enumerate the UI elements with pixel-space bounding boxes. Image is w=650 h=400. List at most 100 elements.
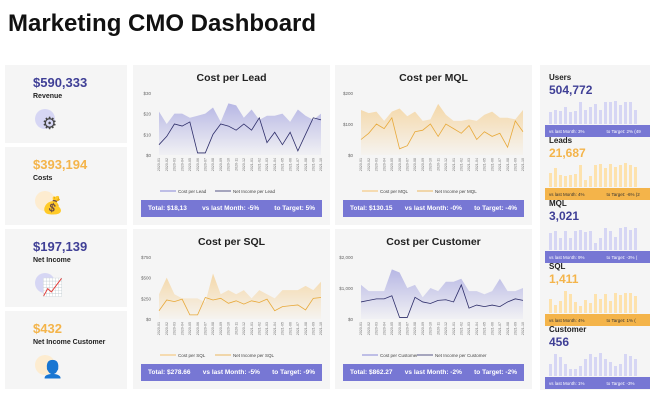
chart-plot: $0 $10 $20 $30 2020-01 2020-02 2020-03 2020-04 2… (143, 91, 323, 194)
mini-bar (624, 102, 627, 124)
mini-bar (634, 166, 637, 187)
x-tick-label: 2021-02 (459, 322, 463, 335)
mini-bar (569, 112, 572, 124)
chart-card-cost-per-mql: Cost per MQL Total: $130.15 vs last Mont… (335, 65, 532, 225)
x-tick-label: 2021-06 (490, 322, 494, 335)
summary-banner: Total: $130.15 vs last Month: -0% to Tar… (343, 200, 524, 217)
mini-bar (574, 368, 577, 376)
revenue-gear-chart-icon: ⚙ (42, 114, 58, 133)
x-tick-label: 2021-09 (311, 158, 315, 171)
x-tick-label: 2021-02 (459, 158, 463, 171)
mini-bar (549, 112, 552, 124)
x-tick-label: 2021-06 (490, 158, 494, 171)
x-tick-label: 2021-07 (498, 158, 502, 171)
mini-bar (614, 236, 617, 250)
x-tick-label: 2021-09 (311, 322, 315, 335)
mini-bar (569, 238, 572, 250)
x-tick-label: 2020-04 (382, 158, 386, 171)
kpi-label: Costs (33, 175, 53, 182)
kpi-label: Revenue (33, 93, 63, 100)
x-tick-label: 2021-05 (483, 322, 487, 335)
mini-bar (589, 354, 592, 376)
x-tick-label: 2020-03 (375, 322, 379, 335)
funnel-metric-customer: Customer 456 vs last Month: 1% to Target… (545, 322, 650, 389)
x-tick-label: 2020-09 (421, 158, 425, 171)
metric-banner: vs last Month: 3% to Target: 2% (49 (545, 125, 650, 137)
mini-bar (619, 364, 622, 376)
y-tick-label: $30 (143, 91, 151, 96)
mini-bar (619, 228, 622, 250)
x-tick-label: 2020-09 (219, 158, 223, 171)
y-tick-label: $1,000 (339, 286, 353, 291)
mini-bar (574, 173, 577, 187)
metric-to-target: to Target: -3% (606, 380, 635, 386)
metric-vs-last-month: vs last Month: 1% (549, 380, 585, 386)
summary-to-target: to Target: -4% (474, 205, 517, 212)
metric-vs-last-month: vs last Month: 4% (549, 191, 585, 197)
chart-card-cost-per-sql: Cost per SQL Total: $278.66 vs last Mont… (133, 229, 330, 389)
x-tick-label: 2021-01 (452, 322, 456, 335)
mini-bar (604, 167, 607, 187)
mini-bar (589, 107, 592, 124)
legend-label: Cost per Customer (380, 353, 418, 358)
chart-plot: $0 $100 $200 2020-01 2020-02 2020-03 2020-04 20… (343, 91, 525, 194)
mini-bar (614, 101, 617, 124)
summary-total: Total: $130.15 (350, 205, 393, 212)
kpi-card-revenue: $590,333 Revenue ⚙ (5, 65, 127, 143)
mini-bar (569, 293, 572, 313)
funnel-metric-users: Users 504,772 vs last Month: 3% to Targe… (545, 70, 650, 137)
mini-bar (554, 109, 557, 124)
mini-bar (579, 229, 582, 250)
x-tick-label: 2021-07 (296, 322, 300, 335)
x-tick-label: 2020-06 (196, 158, 200, 171)
x-tick-label: 2020-02 (367, 158, 371, 171)
x-tick-label: 2021-05 (483, 158, 487, 171)
money-bag-calculator-icon: 💰 (42, 196, 64, 215)
mini-bar (574, 110, 577, 124)
kpi-card-costs: $393,194 Costs 💰 (5, 147, 127, 225)
x-tick-label: 2020-05 (188, 158, 192, 171)
mini-bar (599, 109, 602, 124)
y-tick-label: $20 (143, 112, 151, 117)
funnel-metric-mql: MQL 3,021 vs last Month: 9% to Target: -… (545, 196, 650, 263)
mini-bar (614, 166, 617, 187)
mini-bar (609, 164, 612, 187)
x-tick-label: 2021-08 (506, 158, 510, 171)
kpi-value: $590,333 (33, 75, 88, 90)
x-tick-label: 2020-01 (157, 322, 161, 335)
x-tick-label: 2020-10 (429, 158, 433, 171)
mini-bar (629, 165, 632, 187)
summary-total: Total: $862.27 (350, 369, 393, 376)
metric-banner: vs last Month: 9% to Target: -3% ( (545, 251, 650, 263)
chart-title: Cost per SQL (197, 236, 266, 248)
mini-bar (549, 364, 552, 376)
kpi-card-net-income-customer: $432 Net Income Customer 👤 (5, 311, 127, 389)
line-series-1 (158, 116, 322, 154)
x-tick-label: 2021-08 (506, 322, 510, 335)
summary-banner: Total: $18,13 vs last Month: -5% to Targ… (141, 200, 322, 217)
metric-value: 456 (549, 335, 570, 349)
mini-bar (634, 359, 637, 376)
legend-label: Net Income per SQL (233, 353, 275, 358)
metric-vs-last-month: vs last Month: 9% (549, 254, 585, 260)
mini-bar (549, 298, 552, 313)
x-tick-label: 2021-10 (319, 322, 323, 335)
x-tick-label: 2021-03 (467, 322, 471, 335)
kpi-label: Net Income Customer (33, 339, 106, 346)
metric-banner: vs last Month: 4% to Target: -6% (2 (545, 188, 650, 200)
x-tick-label: 2021-05 (281, 322, 285, 335)
kpi-value: $393,194 (33, 157, 88, 172)
mini-bar (599, 238, 602, 250)
funnel-metric-leads: Leads 21,687 vs last Month: 4% to Target… (545, 133, 650, 200)
mini-bar (614, 366, 617, 376)
mini-bar (609, 102, 612, 124)
x-tick-label: 2020-11 (436, 322, 440, 335)
mini-bar (594, 293, 597, 313)
mini-bar (599, 164, 602, 187)
icon-background (35, 273, 55, 293)
y-tick-label: $2,000 (339, 255, 353, 260)
legend-label: Net Income per Lead (233, 189, 276, 194)
summary-to-target: to Target: 5% (274, 205, 315, 212)
